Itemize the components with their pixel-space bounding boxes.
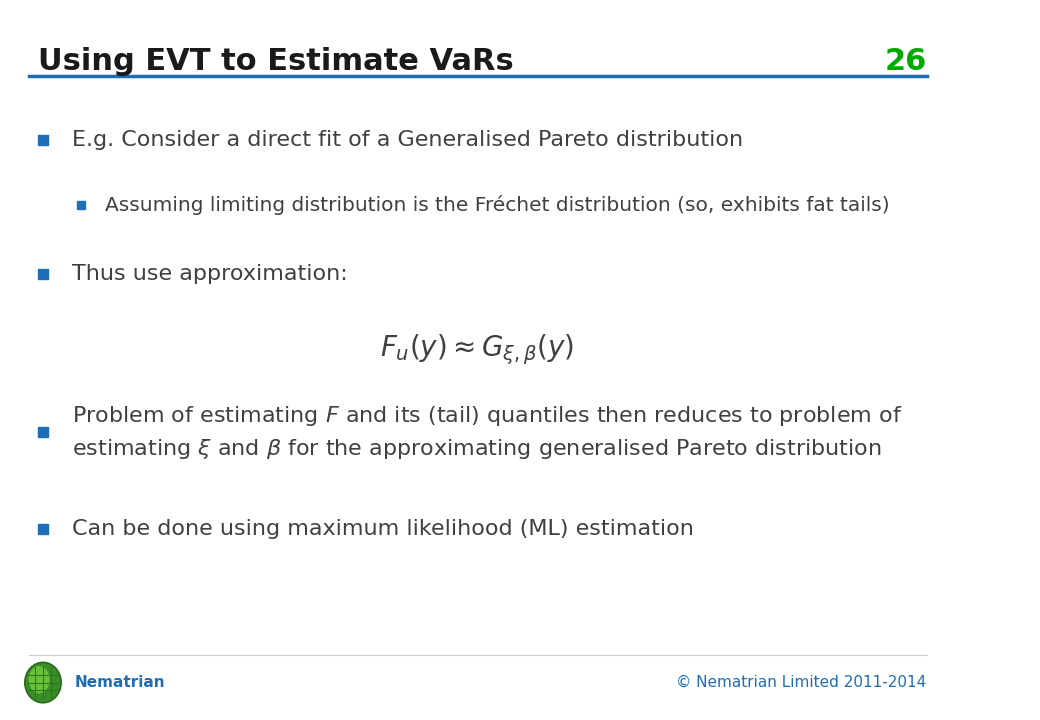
Text: E.g. Consider a direct fit of a Generalised Pareto distribution: E.g. Consider a direct fit of a Generali… bbox=[72, 130, 743, 150]
Text: Nematrian: Nematrian bbox=[75, 675, 165, 690]
Ellipse shape bbox=[29, 666, 50, 693]
Text: Using EVT to Estimate VaRs: Using EVT to Estimate VaRs bbox=[38, 47, 514, 76]
Text: Can be done using maximum likelihood (ML) estimation: Can be done using maximum likelihood (ML… bbox=[72, 519, 694, 539]
Text: © Nematrian Limited 2011-2014: © Nematrian Limited 2011-2014 bbox=[676, 675, 927, 690]
Text: Problem of estimating $F$ and its (tail) quantiles then reduces to problem of
es: Problem of estimating $F$ and its (tail)… bbox=[72, 403, 902, 461]
Text: $F_u\left(y\right)\approx G_{\xi,\beta}\left(y\right)$: $F_u\left(y\right)\approx G_{\xi,\beta}\… bbox=[381, 332, 575, 366]
Text: Thus use approximation:: Thus use approximation: bbox=[72, 264, 347, 284]
Text: 26: 26 bbox=[884, 47, 927, 76]
Text: Assuming limiting distribution is the Fréchet distribution (so, exhibits fat tai: Assuming limiting distribution is the Fr… bbox=[105, 195, 889, 215]
Ellipse shape bbox=[25, 662, 61, 703]
